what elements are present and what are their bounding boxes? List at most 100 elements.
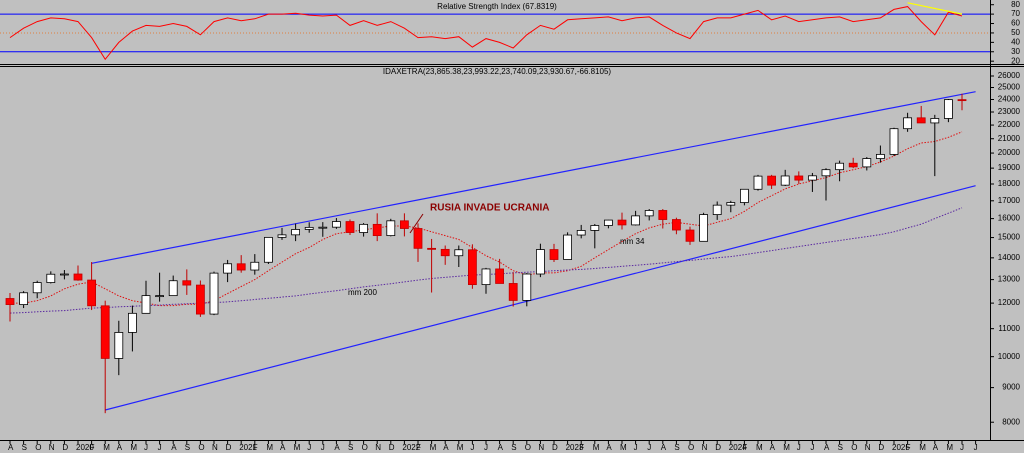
x-tick-label: J: [810, 443, 814, 452]
x-tick-label: M: [130, 443, 137, 452]
candle-body: [712, 204, 722, 215]
x-tick-label: D: [226, 443, 232, 452]
y-tick-label: 24000: [998, 95, 1021, 104]
y-tick-label: 50: [1011, 28, 1020, 37]
y-tick-label: 23000: [998, 107, 1021, 116]
y-tick-label: 20000: [998, 148, 1021, 157]
y-tick-label: 19000: [998, 163, 1021, 172]
x-tick-label: O: [362, 443, 368, 452]
x-tick-label: J: [144, 443, 148, 452]
candle-body: [794, 175, 804, 181]
candle-body: [386, 220, 396, 237]
y-tick-label: 15000: [998, 233, 1021, 242]
x-tick-label: F: [416, 443, 421, 452]
candle-body: [889, 128, 899, 155]
x-tick-label: O: [525, 443, 531, 452]
candle-body: [127, 312, 137, 333]
y-tick-label: 80: [1011, 0, 1020, 9]
candle-body: [427, 247, 437, 250]
candle-body: [141, 295, 151, 314]
series-label: mm 200: [348, 288, 377, 297]
x-tick-label: S: [674, 443, 679, 452]
candle-body: [726, 202, 736, 206]
x-tick-label: M: [294, 443, 301, 452]
candle-body: [604, 219, 613, 226]
candle-body: [848, 162, 858, 168]
candle-body: [195, 284, 205, 315]
x-tick-label: M: [919, 443, 926, 452]
x-tick-label: M: [783, 443, 790, 452]
x-tick-label: F: [579, 443, 584, 452]
x-tick-label: 2024: [729, 443, 747, 452]
x-tick-label: J: [974, 443, 978, 452]
x-tick-label: F: [90, 443, 95, 452]
candle-body: [495, 268, 505, 284]
candle-body: [930, 118, 940, 124]
candle-body: [277, 234, 287, 238]
candle-body: [672, 219, 681, 231]
x-tick-label: M: [756, 443, 763, 452]
candle-body: [862, 158, 872, 168]
candle-body: [644, 210, 654, 217]
candle-body: [345, 221, 355, 233]
moving-average: [10, 131, 963, 307]
price-title: IDAXETRA(23,865.38,23,993.22,23,740.09,2…: [383, 67, 612, 76]
x-tick-label: O: [851, 443, 857, 452]
x-tick-label: N: [375, 443, 381, 452]
candle-body: [508, 283, 518, 301]
candle-body: [576, 230, 586, 236]
trendline: [91, 91, 976, 264]
y-tick-label: 26000: [998, 71, 1021, 80]
y-tick-label: 40: [1011, 37, 1020, 46]
candle-body: [236, 263, 246, 271]
candle-body: [454, 249, 464, 257]
x-tick-label: 2025: [892, 443, 910, 452]
y-tick-label: 20: [1011, 56, 1020, 65]
candle-body: [481, 268, 491, 286]
candle-body: [60, 273, 69, 276]
candle-body: [563, 234, 572, 260]
candle-body: [536, 249, 545, 275]
x-tick-label: F: [906, 443, 911, 452]
candle-body: [413, 228, 423, 249]
y-tick-label: 22000: [998, 120, 1021, 129]
y-tick-label: 21000: [998, 134, 1021, 143]
x-tick-label: F: [742, 443, 747, 452]
x-tick-label: D: [552, 443, 558, 452]
y-tick-label: 11000: [998, 324, 1020, 333]
candle-body: [291, 229, 301, 236]
candle-body: [767, 175, 776, 186]
candle-body: [821, 169, 831, 177]
x-tick-label: J: [960, 443, 964, 452]
y-tick-label: 18000: [998, 179, 1021, 188]
x-tick-label: J: [484, 443, 488, 452]
y-tick-label: 16000: [998, 214, 1021, 223]
x-tick-label: A: [606, 443, 612, 452]
candle-body: [658, 210, 668, 220]
y-tick-label: 14000: [998, 253, 1021, 262]
x-tick-label: M: [946, 443, 953, 452]
candle-body: [617, 219, 627, 226]
annotation: RUSIA INVADE UCRANIA: [430, 203, 549, 214]
x-tick-label: D: [62, 443, 68, 452]
x-tick-label: A: [171, 443, 177, 452]
candle-body: [209, 272, 219, 315]
candle-body: [182, 280, 192, 286]
series-label: mm 34: [620, 237, 645, 246]
x-tick-label: N: [702, 443, 708, 452]
x-tick-label: A: [8, 443, 14, 452]
trendline: [907, 2, 963, 15]
x-tick-label: A: [770, 443, 776, 452]
x-tick-label: D: [715, 443, 721, 452]
x-tick-label: S: [185, 443, 190, 452]
candle-body: [114, 332, 124, 359]
y-tick-label: 17000: [998, 196, 1021, 205]
x-tick-label: 2022: [402, 443, 420, 452]
x-tick-label: J: [158, 443, 162, 452]
candle-body: [100, 305, 110, 359]
y-tick-label: 70: [1011, 9, 1020, 18]
x-tick-label: S: [838, 443, 843, 452]
candle-body: [522, 273, 532, 301]
x-tick-label: J: [321, 443, 325, 452]
